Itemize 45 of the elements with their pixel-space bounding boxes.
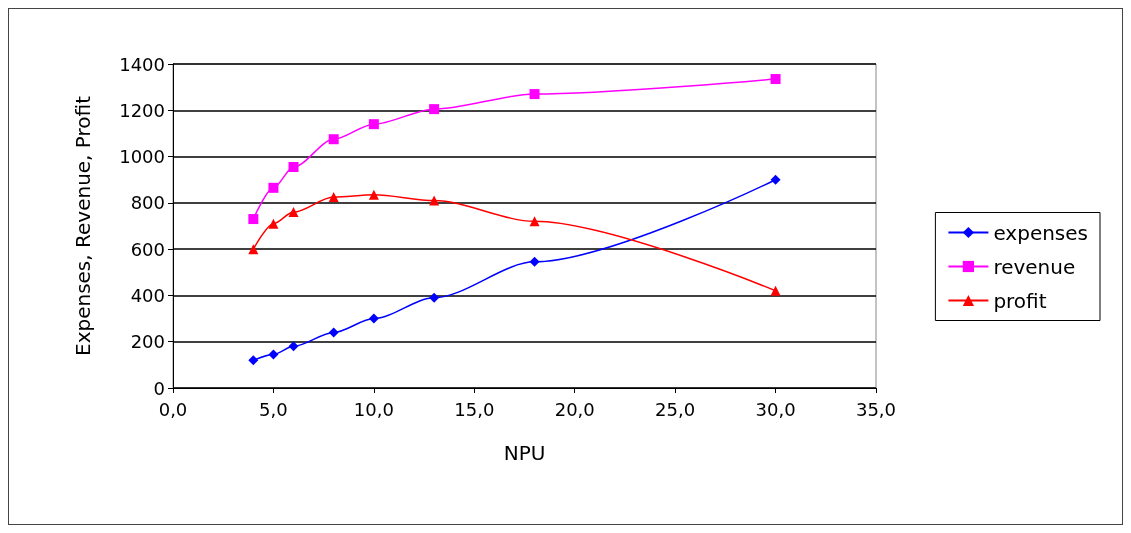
point <box>429 195 440 206</box>
legend-label: profit <box>993 288 1047 313</box>
point <box>368 119 379 130</box>
point <box>268 182 279 193</box>
point <box>268 218 279 229</box>
x-tick-label: 0,0 <box>158 398 188 420</box>
point <box>268 349 279 360</box>
y-tick-label: 1000 <box>119 146 165 168</box>
x-tick-label: 15,0 <box>454 398 495 420</box>
y-tick-label: 200 <box>130 331 165 353</box>
y-tick-label: 1400 <box>119 53 165 75</box>
point <box>770 285 781 296</box>
point <box>368 189 379 200</box>
legend-label: expenses <box>993 220 1088 245</box>
point <box>248 244 259 255</box>
point <box>368 313 379 324</box>
point <box>288 207 299 218</box>
point <box>328 192 339 203</box>
point <box>429 292 440 303</box>
point <box>328 327 339 338</box>
y-axis-title: Expenses, Revenue, Profit <box>71 95 95 356</box>
point <box>529 216 540 227</box>
point <box>770 174 781 185</box>
legend-label: revenue <box>993 254 1076 279</box>
point <box>288 341 299 352</box>
point <box>328 134 339 145</box>
point <box>529 256 540 267</box>
x-axis-title: NPU <box>503 441 546 465</box>
point <box>248 214 259 225</box>
y-tick-label: 800 <box>130 192 165 214</box>
x-tick-label: 10,0 <box>353 398 394 420</box>
point <box>288 161 299 172</box>
x-tick-label: 20,0 <box>554 398 595 420</box>
x-tick-label: 30,0 <box>755 398 796 420</box>
point <box>429 104 440 115</box>
y-tick-label: 400 <box>130 284 165 306</box>
y-tick-label: 0 <box>153 377 165 399</box>
y-tick-label: 600 <box>130 238 165 260</box>
y-tick-label: 1200 <box>119 99 165 121</box>
x-tick-label: 5,0 <box>259 398 288 420</box>
point <box>529 89 540 100</box>
point <box>770 74 781 85</box>
x-tick-label: 35,0 <box>855 398 897 420</box>
x-tick-label: 25,0 <box>655 398 696 420</box>
point <box>248 355 259 366</box>
